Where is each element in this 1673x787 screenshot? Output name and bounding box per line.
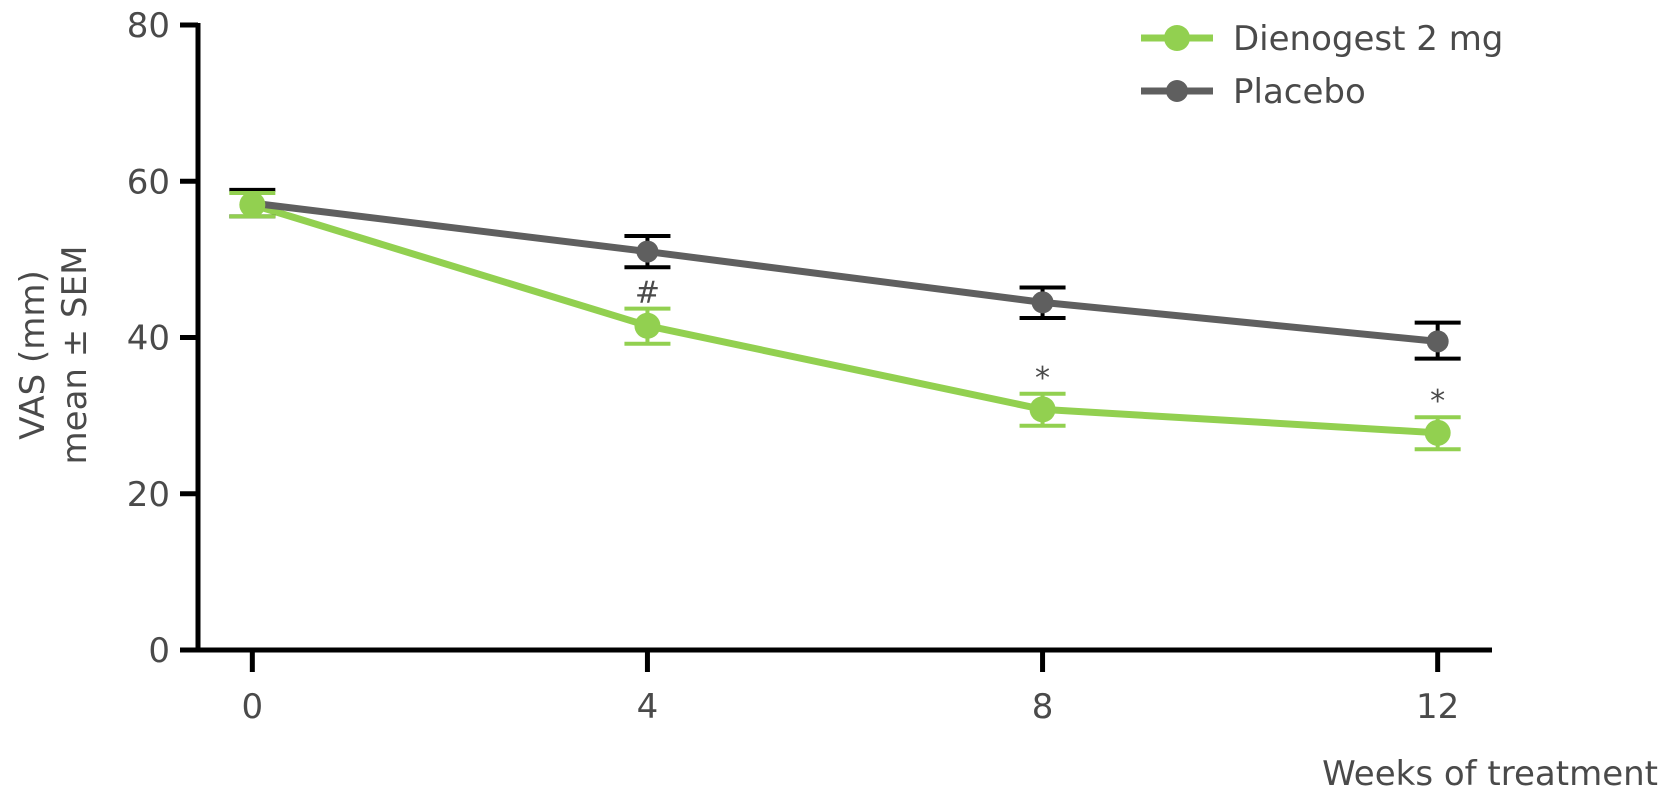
legend-label: Placebo [1233,72,1366,112]
data-point [239,191,266,218]
y-tick-label: 0 [148,631,170,671]
legend-entry-1: Placebo [1141,72,1366,112]
data-point [634,312,661,339]
legend: Dienogest 2 mg Placebo [1141,19,1503,112]
legend-swatch-marker [1164,25,1190,51]
y-tick-label: 20 [127,475,170,515]
series-markers-0: # * * [229,190,1461,452]
y-tick-label: 40 [127,319,170,359]
legend-swatch-marker [1166,80,1188,102]
significance-marker: * [1035,361,1050,396]
legend-entry-0: Dienogest 2 mg [1141,19,1503,59]
significance-marker: * [1430,384,1445,419]
legend-label: Dienogest 2 mg [1233,19,1503,59]
significance-marker: # [635,276,660,311]
x-tick-label: 12 [1416,687,1459,727]
x-tick-label: 4 [637,687,659,727]
y-axis-title-line-1: VAS (mm) [13,270,53,440]
data-point [636,240,659,263]
y-axis-title: VAS (mm) mean ± SEM [13,246,95,465]
series-layer: # * * [229,187,1461,452]
series-line [251,199,1439,345]
x-tick-label: 0 [242,687,264,727]
y-tick-label: 60 [127,162,170,202]
data-point [1029,396,1056,423]
series-0 [251,201,1438,437]
data-point [1424,419,1451,446]
data-point [1426,330,1449,353]
x-tick-label: 8 [1032,687,1054,727]
series-1 [251,199,1439,345]
data-point [1031,291,1054,314]
y-tick-label: 80 [127,6,170,46]
series-line [251,201,1438,437]
axes: 0 20 40 60 80 0 4 8 12 [127,6,1492,727]
y-axis-title-line-2: mean ± SEM [55,246,95,465]
x-axis-title: Weeks of treatment [1322,754,1658,787]
